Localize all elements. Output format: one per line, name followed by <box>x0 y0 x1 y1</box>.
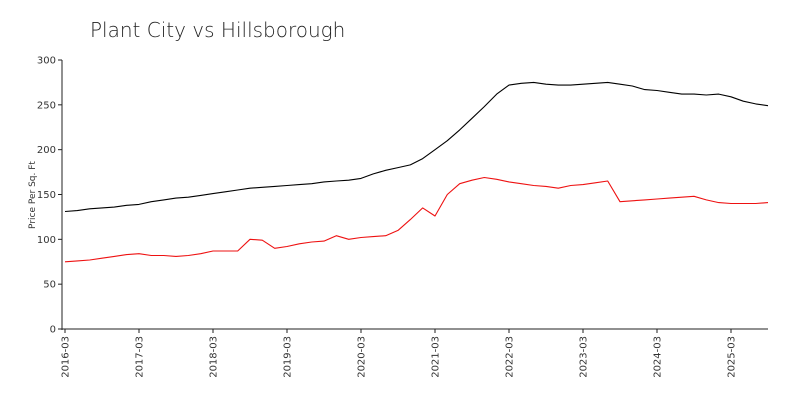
x-tick-label: 2024-03 <box>653 336 664 378</box>
series-line-2 <box>64 176 769 263</box>
x-tick-label: 2018-03 <box>209 336 220 378</box>
y-axis-ticks: 0 50 100 150 200 250 300 <box>37 56 62 336</box>
y-tick-label: 0 <box>50 325 56 336</box>
x-axis-ticks: 2016-03 2017-03 2018-03 2019-03 2020-03 2021-… <box>61 329 738 378</box>
x-tick-label: 2025-03 <box>727 336 738 378</box>
x-tick-label: 2021-03 <box>431 336 442 378</box>
y-tick-label: 150 <box>37 190 56 201</box>
axes <box>61 60 768 330</box>
x-tick-label: 2019-03 <box>283 336 294 378</box>
x-tick-label: 2020-03 <box>357 336 368 378</box>
y-tick-label: 200 <box>37 145 56 156</box>
series-lines <box>64 81 769 263</box>
y-tick-label: 50 <box>43 280 56 291</box>
y-tick-label: 300 <box>37 56 56 67</box>
series-line-1 <box>64 81 769 213</box>
y-axis-label: Price Per Sq. Ft <box>28 161 38 229</box>
chart-title: Plant City vs Hillsborough <box>90 18 345 42</box>
y-tick-label: 250 <box>37 100 56 111</box>
y-tick-label: 100 <box>37 235 56 246</box>
x-tick-label: 2022-03 <box>505 336 516 378</box>
x-tick-label: 2023-03 <box>579 336 590 378</box>
x-tick-label: 2017-03 <box>135 336 146 378</box>
x-tick-label: 2016-03 <box>61 336 72 378</box>
